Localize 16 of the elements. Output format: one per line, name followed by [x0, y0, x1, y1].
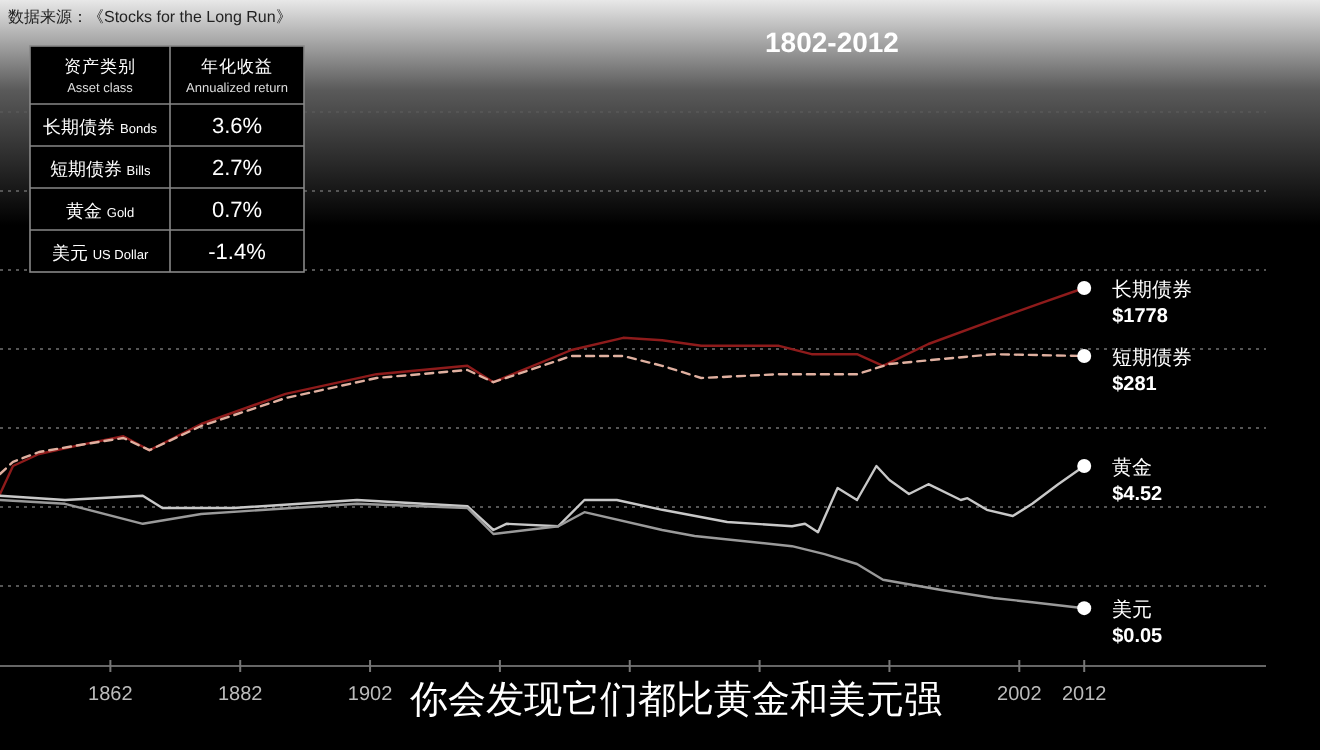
x-tick-label: 1902	[347, 684, 394, 706]
series-label: 黄金	[1112, 456, 1153, 481]
source-note: 数据来源：《Stocks for the Long Run》	[8, 8, 292, 26]
chart-title: 1802-2012	[765, 26, 900, 58]
x-tick-label: 2002	[997, 684, 1043, 706]
x-tick-label: 2012	[1061, 684, 1108, 706]
x-tick-label: 1882	[217, 684, 264, 706]
annotation: $0.05	[1112, 626, 1164, 649]
annotation: $4.52	[1112, 484, 1164, 507]
series-label: 长期债券	[1112, 278, 1193, 302]
x-tick-label: 1862	[88, 684, 134, 706]
text: 你会发现它们都比黄金和美元强	[408, 678, 942, 722]
series-label: 美元	[1112, 598, 1153, 623]
annotation: $281	[1112, 374, 1158, 397]
series-label: 短期债券	[1112, 346, 1193, 371]
annotation: $1778	[1112, 306, 1169, 328]
